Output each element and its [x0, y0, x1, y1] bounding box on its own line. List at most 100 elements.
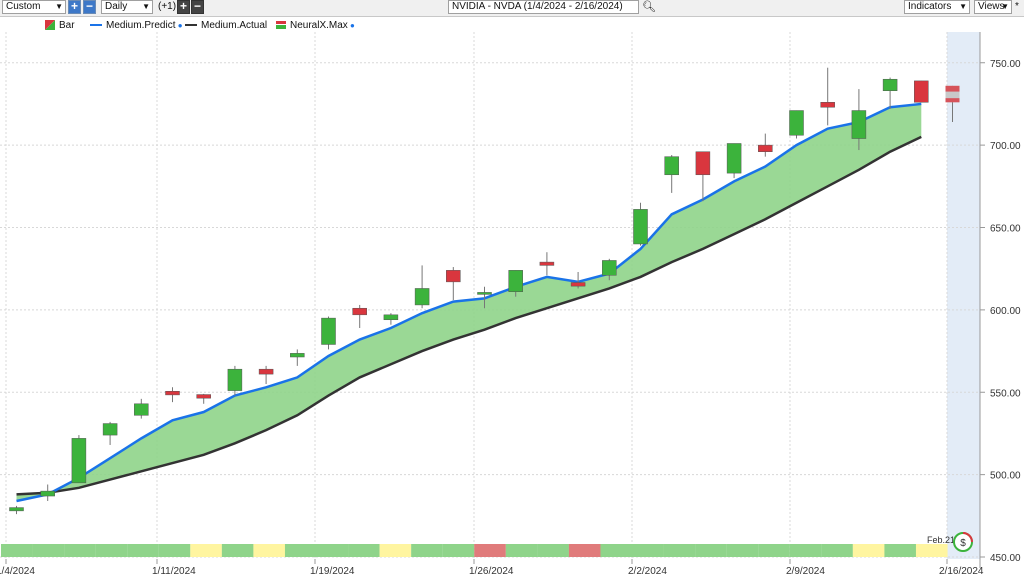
interval-select-value: Daily	[105, 1, 128, 12]
signal-cell	[789, 544, 822, 557]
date-tick-label: 2/9/2024	[786, 566, 825, 577]
candle-body	[383, 314, 399, 321]
candle-body	[664, 156, 679, 176]
neuralx-icon	[276, 21, 286, 30]
price-chart[interactable]: 750.00 700.00 650.00 600.00 550.00 500.00 450.…	[0, 16, 1024, 584]
signal-cell	[442, 544, 475, 557]
signal-cell	[758, 544, 790, 557]
signal-cell	[221, 544, 254, 557]
legend-label: NeuralX.Max	[290, 20, 348, 31]
signal-cell	[190, 544, 222, 557]
candle-body	[539, 261, 555, 266]
candle	[9, 505, 24, 515]
signal-cell	[253, 544, 285, 557]
candle	[726, 143, 742, 179]
signal-cell	[821, 544, 853, 557]
candle	[945, 85, 960, 123]
candle	[633, 202, 648, 246]
medium-actual-line	[16, 135, 922, 496]
legend-label: Bar	[59, 20, 75, 31]
legend-item-medium-actual[interactable]: Medium.Actual	[185, 20, 267, 31]
candle-body	[134, 403, 149, 416]
candle-body	[321, 317, 336, 345]
signal-cell	[316, 544, 349, 557]
plus-icon[interactable]: +	[177, 0, 190, 14]
legend-label: Medium.Predict	[106, 20, 176, 31]
candle-body	[9, 507, 24, 512]
bar-icon	[45, 20, 55, 31]
signal-cell	[284, 544, 317, 557]
chevron-down-icon: ▼	[959, 2, 967, 11]
chevron-down-icon: ▼	[142, 2, 150, 11]
signal-cell	[568, 544, 601, 557]
candle	[196, 393, 211, 404]
chevron-down-icon: ▼	[55, 2, 63, 11]
line-icon	[185, 24, 197, 27]
signal-cell	[379, 544, 412, 557]
candle	[40, 484, 55, 501]
signal-cell	[663, 544, 696, 557]
views-label: Views	[978, 1, 1005, 12]
candle-body	[945, 98, 960, 103]
legend-item-neuralx-max[interactable]: NeuralX.Max ●	[276, 20, 355, 31]
date-tick-label: 1/19/2024	[310, 566, 355, 577]
signal-cell	[726, 544, 759, 557]
views-select[interactable]: Views ▼	[974, 0, 1012, 14]
search-icon[interactable]: 🔍︎	[642, 1, 656, 13]
signal-cell	[1, 544, 33, 557]
candle	[695, 151, 711, 202]
minus-icon[interactable]: −	[191, 0, 204, 14]
candle-body	[945, 85, 960, 92]
legend-item-medium-predict[interactable]: Medium.Predict ●	[90, 20, 183, 31]
candle-body	[820, 102, 835, 108]
candle-body	[789, 110, 804, 136]
candle	[539, 252, 555, 276]
price-tick-label: 450.00	[990, 553, 1021, 564]
signal-cell	[600, 544, 633, 557]
svg-text:$: $	[960, 538, 966, 549]
candle	[383, 313, 399, 325]
candle-body	[633, 209, 648, 245]
minus-icon[interactable]: −	[83, 0, 96, 14]
interval-select[interactable]: Daily ▼	[101, 0, 153, 14]
candle-body	[71, 438, 87, 484]
candle-body	[726, 143, 742, 174]
toolbar: Custom ▼ + − Daily ▼ (+1) + − NVIDIA - N…	[0, 0, 1024, 17]
candle	[321, 316, 336, 350]
plus-icon[interactable]: +	[68, 0, 81, 14]
signal-cell	[505, 544, 538, 557]
candle	[758, 133, 773, 157]
candle	[508, 270, 523, 297]
candle-body	[851, 110, 867, 139]
signal-cell	[64, 544, 96, 557]
signal-cell	[95, 544, 128, 557]
symbol-title-box[interactable]: NVIDIA - NVDA (1/4/2024 - 2/16/2024)	[448, 0, 639, 14]
candle-body	[508, 270, 523, 293]
signal-cell	[852, 544, 885, 557]
band-area	[16, 103, 922, 501]
candle-body	[165, 391, 180, 396]
signal-cell	[474, 544, 506, 557]
period-select[interactable]: Custom ▼	[2, 0, 66, 14]
signal-cell	[127, 544, 159, 557]
candle	[477, 286, 492, 309]
chart-title: NVIDIA - NVDA (1/4/2024 - 2/16/2024)	[452, 1, 623, 12]
medium-predict-line	[16, 102, 922, 503]
candle-body	[290, 353, 305, 358]
candle	[414, 265, 430, 309]
date-tick-label: 2/2/2024	[628, 566, 667, 577]
dollar-icon[interactable]: $	[953, 532, 973, 552]
indicators-select[interactable]: Indicators ▼	[904, 0, 970, 14]
candle	[165, 387, 180, 403]
signal-cell	[158, 544, 191, 557]
candle	[570, 271, 586, 289]
date-tick-label: 2/16/2024	[939, 566, 984, 577]
candle	[446, 267, 461, 300]
candle-body	[414, 288, 430, 306]
signal-cell	[32, 544, 65, 557]
signal-cell	[632, 544, 664, 557]
forecast-badge: Feb.21	[927, 535, 955, 545]
candle-body	[102, 423, 118, 436]
signal-cell	[695, 544, 727, 557]
legend-item-bar[interactable]: Bar	[45, 20, 75, 31]
